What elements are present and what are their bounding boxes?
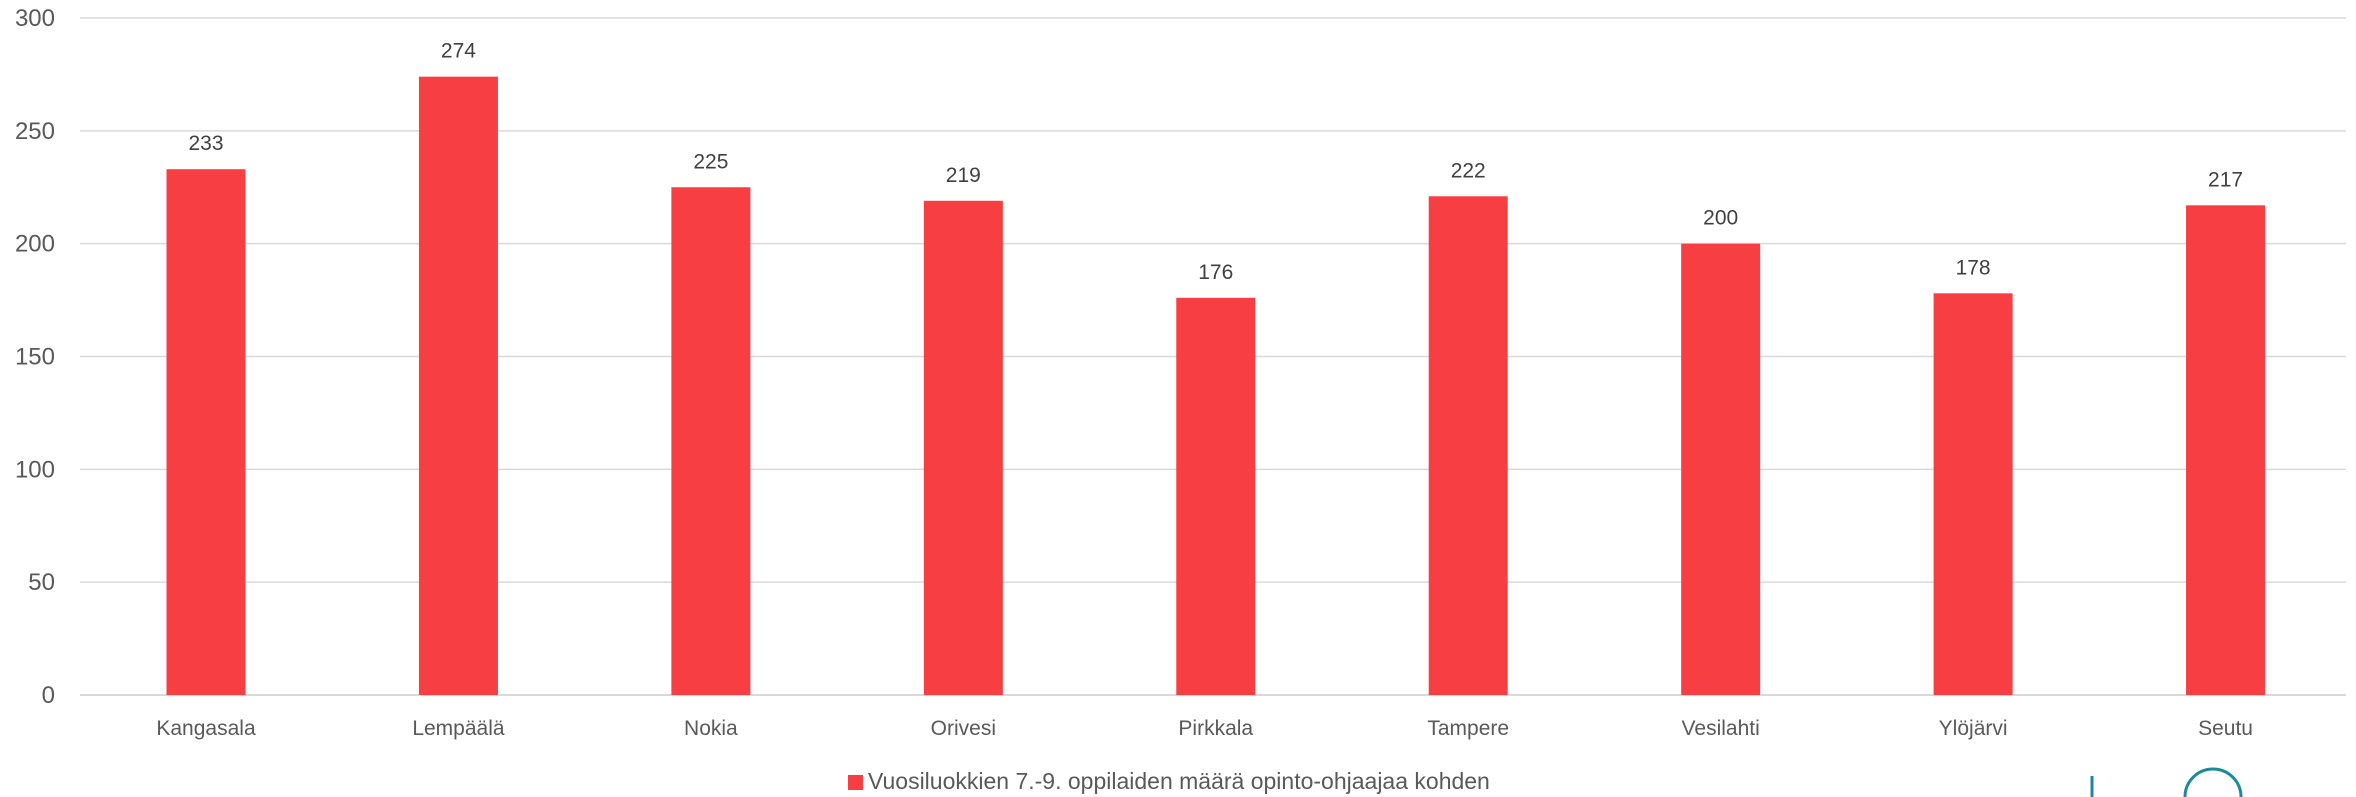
bars xyxy=(166,76,2266,696)
bar-lempäälä xyxy=(418,76,498,695)
legend-label: Vuosiluokkien 7.-9. oppilaiden määrä opi… xyxy=(868,768,1490,794)
bar-pirkkala xyxy=(1176,297,1256,695)
category-label: Vesilahti xyxy=(1682,717,1760,740)
category-label: Kangasala xyxy=(156,717,256,740)
y-tick-label: 0 xyxy=(42,682,55,709)
category-label: Tampere xyxy=(1427,717,1509,740)
category-label: Seutu xyxy=(2198,717,2253,740)
legend-swatch xyxy=(848,775,863,790)
bar-seutu xyxy=(2186,205,2266,695)
data-label: 225 xyxy=(693,150,728,173)
data-labels: 233 274 225 219 176 222 200 178 217 xyxy=(188,40,2243,284)
y-tick-label: 250 xyxy=(15,118,55,145)
data-label: 176 xyxy=(1198,261,1233,284)
y-axis-tick-labels: 0 50 100 150 200 250 300 xyxy=(15,5,55,709)
data-label: 222 xyxy=(1451,159,1486,182)
bar-nokia xyxy=(671,187,751,695)
y-tick-label: 150 xyxy=(15,344,55,371)
data-label: 274 xyxy=(441,40,476,63)
y-tick-label: 300 xyxy=(15,5,55,32)
x-axis-category-labels: Kangasala Lempäälä Nokia Orivesi Pirkkala Tam… xyxy=(156,717,2253,740)
category-label: Orivesi xyxy=(931,717,996,740)
category-label: Lempäälä xyxy=(412,717,505,740)
data-label: 217 xyxy=(2208,168,2243,191)
category-label: Pirkkala xyxy=(1178,717,1253,740)
legend: Vuosiluokkien 7.-9. oppilaiden määrä opi… xyxy=(848,768,1490,794)
data-label: 178 xyxy=(1956,256,1991,279)
category-label: Nokia xyxy=(684,717,738,740)
bar-kangasala xyxy=(166,169,246,696)
logo-mark xyxy=(2090,767,2243,797)
y-tick-label: 100 xyxy=(15,456,55,483)
data-label: 200 xyxy=(1703,207,1738,230)
bar-ylöjärvi xyxy=(1933,293,2013,695)
bar-vesilahti xyxy=(1681,243,1761,695)
y-tick-label: 200 xyxy=(15,231,55,258)
bar-tampere xyxy=(1428,196,1508,695)
data-label: 233 xyxy=(188,132,223,155)
y-tick-label: 50 xyxy=(28,569,55,596)
data-label: 219 xyxy=(946,164,981,187)
bar-orivesi xyxy=(923,200,1003,696)
category-label: Ylöjärvi xyxy=(1939,717,2008,740)
